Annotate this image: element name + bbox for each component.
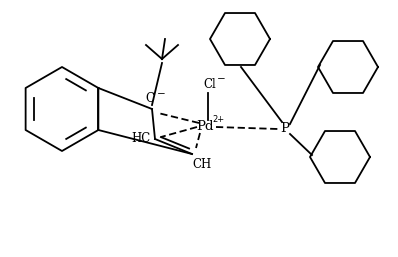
- Text: −: −: [217, 74, 225, 84]
- Text: HC: HC: [131, 132, 150, 144]
- Text: Cl: Cl: [204, 78, 217, 91]
- Text: Pd: Pd: [196, 121, 214, 133]
- Text: −: −: [157, 89, 166, 99]
- Text: C: C: [146, 92, 154, 105]
- Text: CH: CH: [192, 158, 212, 170]
- Text: P: P: [281, 123, 289, 135]
- Text: 2+: 2+: [212, 115, 224, 124]
